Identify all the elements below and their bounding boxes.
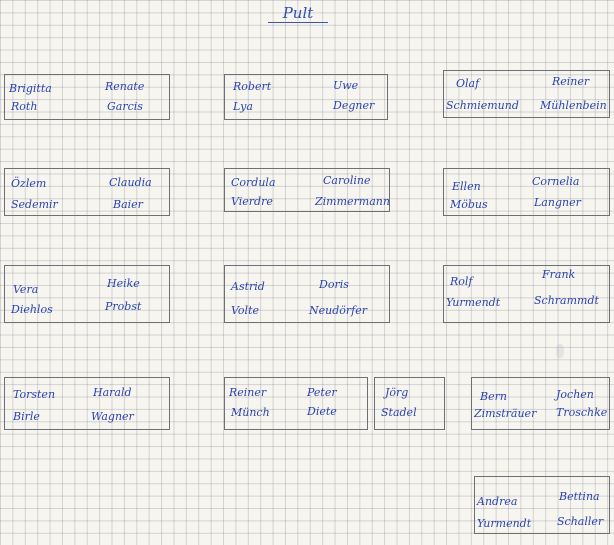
- student-name: Schrammdt: [534, 294, 599, 307]
- desk-8: Astrid Doris Volte Neudörfer: [224, 265, 390, 323]
- student-name: Rolf: [450, 275, 473, 288]
- student-name: Jörg: [385, 386, 409, 399]
- student-name: Brigitta: [9, 82, 52, 95]
- student-name: Langner: [534, 196, 581, 209]
- student-name: Yurmendt: [477, 517, 532, 530]
- student-name: Reiner: [552, 75, 590, 88]
- desk-12: Jörg Stadel: [374, 377, 445, 430]
- student-name: Zimmermann: [315, 195, 390, 208]
- student-name: Troschke: [556, 406, 608, 419]
- student-name: Ellen: [452, 180, 481, 193]
- desk-3: Olaf Reiner Schmiemund Mühlenbein: [443, 70, 610, 118]
- student-name: Volte: [231, 304, 260, 317]
- student-name: Diete: [307, 405, 337, 418]
- student-name: Frank: [542, 268, 576, 281]
- student-name: Zimsträuer: [474, 407, 537, 420]
- student-name: Vera: [13, 283, 39, 296]
- student-name: Lya: [233, 100, 253, 113]
- student-name: Garcis: [107, 100, 143, 113]
- student-name: Mühlenbein: [540, 99, 607, 112]
- student-name: Diehlos: [11, 303, 53, 316]
- desk-6: Ellen Cornelia Möbus Langner: [443, 168, 610, 216]
- student-name: Münch: [231, 406, 270, 419]
- student-name: Robert: [233, 80, 272, 93]
- desk-1: Brigitta Renate Roth Garcis: [4, 74, 170, 120]
- student-name: Caroline: [323, 174, 371, 187]
- student-name: Baier: [113, 198, 143, 211]
- desk-11: Reiner Peter Münch Diete: [224, 377, 368, 430]
- student-name: Bern: [480, 390, 507, 403]
- student-name: Birle: [13, 410, 40, 423]
- desk-10: Torsten Harald Birle Wagner: [4, 377, 170, 430]
- student-name: Bettina: [559, 490, 600, 503]
- student-name: Cordula: [231, 176, 276, 189]
- desk-14: Andrea Bettina Yurmendt Schaller: [474, 476, 610, 534]
- student-name: Olaf: [456, 77, 480, 90]
- student-name: Vierdre: [231, 195, 273, 208]
- student-name: Sedemir: [11, 198, 58, 211]
- student-name: Stadel: [381, 406, 417, 419]
- paper-smudge: [556, 344, 564, 358]
- student-name: Degner: [333, 99, 375, 112]
- desk-4: Özlem Claudia Sedemir Baier: [4, 168, 170, 216]
- student-name: Claudia: [109, 176, 152, 189]
- student-name: Özlem: [11, 177, 47, 190]
- student-name: Harald: [93, 386, 132, 399]
- desk-9: Rolf Frank Yurmendt Schrammdt: [443, 265, 610, 323]
- student-name: Möbus: [450, 198, 488, 211]
- student-name: Jochen: [556, 388, 594, 401]
- student-name: Doris: [319, 278, 349, 291]
- desk-13: Bern Jochen Zimsträuer Troschke: [471, 377, 610, 430]
- student-name: Peter: [307, 386, 337, 399]
- student-name: Astrid: [231, 280, 265, 293]
- student-name: Renate: [105, 80, 145, 93]
- desk-5: Cordula Caroline Vierdre Zimmermann: [224, 168, 390, 212]
- student-name: Roth: [11, 100, 38, 113]
- student-name: Wagner: [91, 410, 134, 423]
- student-name: Torsten: [13, 388, 56, 401]
- student-name: Probst: [105, 300, 142, 313]
- desk-2: Robert Uwe Lya Degner: [224, 74, 388, 120]
- desk-7: Vera Heike Diehlos Probst: [4, 265, 170, 323]
- student-name: Cornelia: [532, 175, 580, 188]
- student-name: Yurmendt: [446, 296, 501, 309]
- page-title: Pult: [268, 4, 328, 23]
- student-name: Neudörfer: [309, 304, 367, 317]
- student-name: Schmiemund: [446, 99, 519, 112]
- student-name: Uwe: [333, 79, 359, 92]
- student-name: Schaller: [557, 515, 604, 528]
- student-name: Reiner: [229, 386, 267, 399]
- student-name: Andrea: [477, 495, 518, 508]
- student-name: Heike: [107, 277, 140, 290]
